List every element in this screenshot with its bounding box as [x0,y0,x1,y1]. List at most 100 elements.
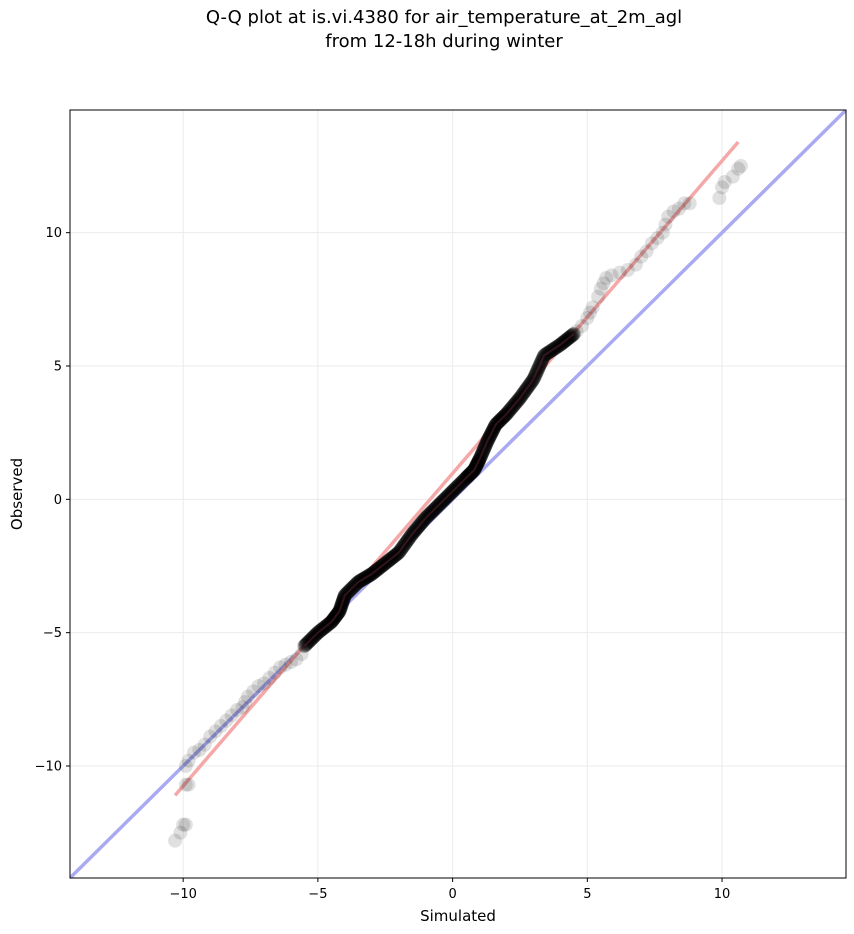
quantile-point [213,719,228,733]
quantile-point [469,457,484,472]
quantile-point [361,569,376,583]
quantile-point [561,331,576,345]
quantile-point [425,504,440,519]
quantile-point [273,660,288,675]
quantile-point [535,352,550,367]
quantile-point [566,327,581,341]
quantile-point [671,201,686,216]
quantile-point [599,271,614,285]
quantile-point [390,546,405,561]
x-tick-label: −10 [169,887,196,902]
quantile-point [406,525,421,539]
quantile-point [334,598,349,613]
quantile-point [620,263,635,277]
quantile-point [178,759,193,773]
quantile-point [459,471,474,485]
quantile-point [535,351,550,366]
quantile-point [395,539,410,554]
quantile-point [446,483,461,498]
quantile-point [471,455,486,469]
quantile-point [524,374,539,389]
quantile-point [331,605,346,620]
quantile-point [257,676,271,691]
quantile-point [485,423,500,438]
quantile-point [593,281,608,296]
quantile-point [332,603,347,618]
quantile-point [666,204,681,219]
quantile-point [551,339,566,353]
quantile-point [604,268,619,283]
quantile-point [298,638,313,653]
quantile-point [316,621,331,635]
quantile-point [475,446,490,461]
quantile-point [488,417,503,432]
quantile-point [563,329,578,344]
quantile-point [330,607,345,621]
quantile-point [374,559,389,574]
quantile-point [418,511,433,525]
quantile-point [385,550,400,565]
quantile-point [168,833,183,848]
quantile-point [477,440,492,455]
quantile-point [531,360,546,375]
quantile-point [549,340,564,355]
quantile-point [324,615,339,629]
quantile-point [556,335,571,349]
quantile-point [484,426,499,441]
quantile-point [337,590,352,605]
quantile-point [507,397,522,411]
quantile-point [294,647,309,661]
quantile-point [555,336,570,351]
quantile-point [400,532,415,547]
quantile-point [650,231,665,245]
quantile-point [297,639,312,653]
quantile-point [419,510,434,525]
quantile-point [580,311,595,325]
quantile-point [480,434,495,449]
quantile-point [333,601,348,616]
quantile-point [528,367,543,382]
quantile-point [423,506,438,520]
quantile-point [323,615,338,630]
quantile-point [387,549,402,563]
quantile-point [389,547,404,562]
quantile-point [238,695,253,709]
quantile-point [459,470,474,485]
quantile-point [383,552,398,567]
quantile-point [534,354,549,369]
quantile-point [733,159,748,173]
quantile-point [349,576,364,591]
quantile-point [725,169,740,184]
quantile-point [558,333,573,348]
quantile-point [452,477,467,492]
quantile-point [555,335,570,350]
quantile-point [278,657,293,672]
quantile-point [466,464,481,478]
quantile-point [327,611,342,625]
quantile-point [302,634,317,648]
quantile-point [334,597,349,612]
quantile-point [353,573,368,588]
quantile-point [487,419,502,434]
quantile-point [397,537,412,552]
quantile-point [422,507,437,522]
quantile-point [505,400,520,414]
quantile-point [438,491,453,505]
quantile-point [443,486,458,500]
quantile-point [510,394,525,408]
quantile-point [434,495,449,510]
quantile-point [596,276,611,291]
quantile-point [306,629,321,644]
quantile-point [304,632,319,647]
x-axis-label: Simulated [420,907,496,925]
quantile-point [368,563,383,578]
quantile-point [390,547,405,561]
x-tick-label: 5 [583,887,591,902]
quantile-point [358,571,373,585]
quantile-point [462,467,477,482]
quantile-point [289,652,304,667]
quantile-point [543,344,558,359]
quantile-point [474,448,489,463]
quantile-point [346,580,361,594]
quantile-point [475,445,490,460]
